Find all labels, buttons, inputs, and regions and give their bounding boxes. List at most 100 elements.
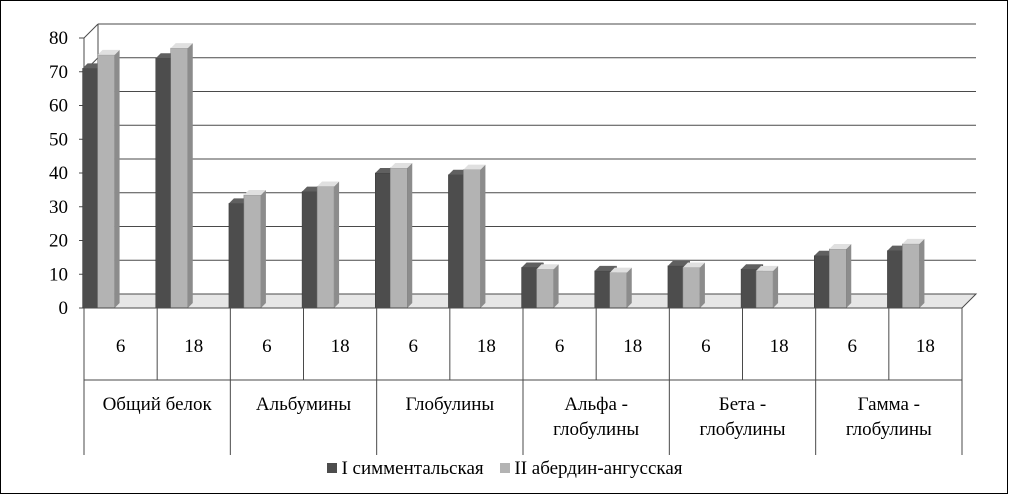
legend-item-series-2: II абердин-ангусская	[500, 458, 683, 480]
x-tick-label: 18	[623, 336, 642, 357]
x-tick-label: 6	[116, 336, 126, 357]
bar	[463, 164, 486, 309]
bars	[82, 43, 925, 309]
bar-front	[155, 58, 173, 309]
bar-top	[317, 181, 340, 187]
bar-top	[243, 189, 266, 195]
bar-side	[919, 238, 925, 308]
bar-front	[228, 203, 247, 309]
bar-front	[902, 243, 920, 309]
bar	[682, 262, 705, 309]
x-tick-label: 18	[770, 336, 789, 357]
bar-front	[375, 172, 393, 309]
bar	[536, 264, 559, 309]
bar-front	[609, 272, 627, 309]
bar-front	[814, 255, 832, 309]
x-tick-label: 6	[701, 336, 711, 357]
bar-top	[463, 164, 486, 170]
group-label: Глобулины	[405, 394, 494, 415]
bar-side	[480, 164, 486, 308]
legend-swatch-series-2	[500, 463, 511, 473]
bar-top	[536, 264, 559, 270]
x-tick-label: 18	[184, 336, 203, 357]
bar-top	[682, 262, 705, 268]
bar-side	[187, 43, 193, 308]
bar	[755, 265, 779, 309]
legend-label-series-1: I симментальская	[341, 458, 484, 479]
bar	[243, 189, 266, 309]
bar-top	[594, 265, 617, 271]
x-tick-label: 6	[262, 336, 272, 357]
y-axis-ticks: 0 10 20 30 40 50 60 70 80	[49, 28, 68, 319]
bar-top	[756, 265, 779, 271]
bar-front	[887, 250, 905, 309]
bar-side	[699, 262, 705, 308]
bar-top	[902, 238, 925, 244]
bar-front	[463, 169, 481, 309]
bar-top	[390, 162, 413, 168]
bar-front	[594, 270, 612, 309]
bar-side	[553, 264, 559, 308]
bar-front	[390, 167, 408, 309]
group-label: глобулины	[699, 419, 785, 440]
bar-side	[407, 162, 413, 308]
bar-side	[260, 189, 266, 308]
bar-top	[609, 267, 632, 273]
bar-side	[114, 49, 120, 308]
bar	[390, 162, 413, 309]
x-tick-label: 18	[331, 336, 350, 357]
bar-front	[740, 268, 759, 309]
y-tick-label: 0	[59, 298, 69, 319]
bar-front	[82, 68, 100, 309]
bar-top	[667, 260, 690, 266]
bar	[170, 43, 193, 309]
bar-top	[170, 43, 193, 49]
group-label: Бета -	[719, 394, 766, 415]
legend-item-series-1: I симментальская	[327, 458, 484, 480]
group-label: Альфа -	[564, 394, 628, 415]
bar-front	[448, 174, 466, 309]
bar-top	[741, 264, 764, 270]
y-tick-label: 20	[49, 231, 68, 252]
group-label: Общий белок	[103, 394, 213, 415]
y-tick-label: 80	[49, 28, 68, 49]
y-tick-label: 10	[49, 264, 68, 285]
bar-top	[829, 243, 852, 249]
category-table: 6 18 6 18 6 18 6 18 6 18 6 18 Общий белок Альбумины Гл…	[83, 307, 963, 455]
bar-front	[243, 194, 262, 309]
bar-front	[667, 265, 686, 309]
bar-front	[521, 267, 539, 309]
bar-front	[170, 47, 188, 309]
bar	[609, 267, 632, 309]
gridline-side	[83, 23, 99, 39]
y-tick-label: 40	[49, 163, 68, 184]
x-tick-label: 18	[477, 336, 496, 357]
group-label: глобулины	[553, 419, 639, 440]
x-tick-label: 6	[409, 336, 419, 357]
bar	[829, 243, 852, 309]
group-label: Альбумины	[256, 394, 351, 415]
legend: I симментальская II абердин-ангусская	[0, 458, 1010, 480]
y-tick-label: 30	[49, 197, 68, 218]
group-label: глобулины	[846, 419, 932, 440]
bar	[316, 181, 340, 309]
bar	[97, 49, 120, 309]
bar-side	[846, 243, 852, 308]
bar-front	[536, 268, 554, 309]
bar-side	[334, 181, 340, 308]
legend-swatch-series-1	[327, 463, 338, 473]
y-tick-label: 50	[49, 129, 68, 150]
bar-side	[773, 265, 779, 308]
y-tick-label: 70	[49, 62, 68, 83]
bar-front	[682, 267, 701, 309]
bar-front	[755, 270, 774, 309]
bar-front	[316, 186, 335, 309]
bar-top	[97, 49, 120, 55]
bar-front	[829, 248, 847, 309]
bar-side	[626, 267, 632, 308]
bar-front	[97, 54, 115, 309]
legend-label-series-2: II абердин-ангусская	[514, 458, 683, 479]
x-tick-label: 18	[916, 336, 935, 357]
